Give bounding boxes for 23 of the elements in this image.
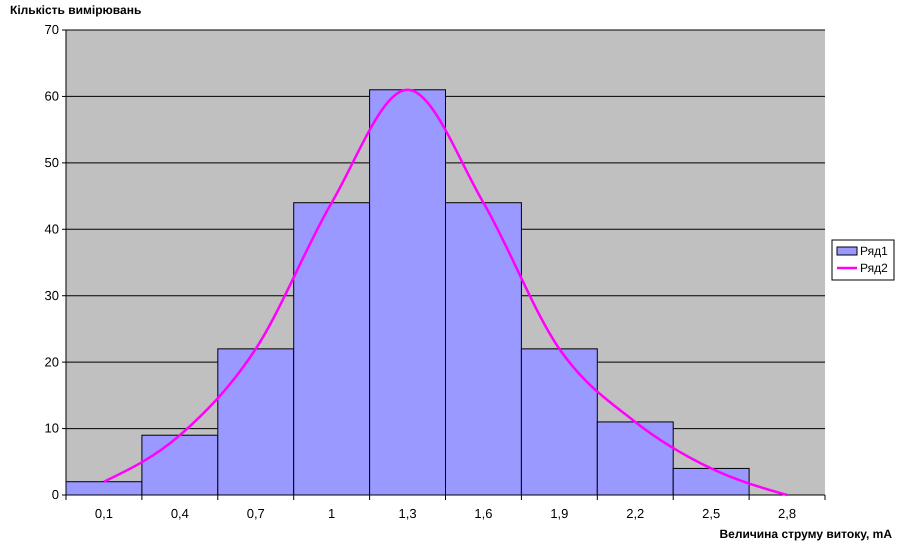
y-tick-label: 0 [52, 487, 59, 502]
y-tick-label: 60 [44, 88, 59, 104]
x-tick-label: 0,7 [246, 506, 265, 522]
x-tick-label: 2,2 [626, 506, 644, 522]
y-axis-title: Кількість вимірювань [10, 3, 142, 17]
y-tick-label: 40 [44, 221, 59, 236]
y-tick-label: 10 [44, 420, 59, 436]
x-tick-label: 1,9 [550, 506, 568, 522]
x-tick-label: 1,3 [398, 506, 417, 522]
x-axis-title: Величина струму витоку, mA [720, 527, 892, 541]
x-tick-label: 0,4 [170, 506, 189, 522]
legend-label: Ряд1 [860, 244, 888, 258]
x-tick-label: 1 [328, 506, 336, 522]
x-tick-label: 0,1 [94, 506, 113, 522]
y-tick-label: 30 [44, 288, 59, 303]
y-tick-label: 70 [44, 22, 59, 38]
x-tick-label: 1,6 [474, 506, 492, 522]
x-tick-label: 2,5 [702, 506, 720, 522]
y-tick-label: 50 [44, 155, 59, 170]
y-tick-label: 20 [44, 354, 59, 370]
legend-label: Ряд2 [860, 261, 888, 275]
line-series [102, 88, 788, 496]
x-tick-label: 2,8 [778, 506, 796, 522]
